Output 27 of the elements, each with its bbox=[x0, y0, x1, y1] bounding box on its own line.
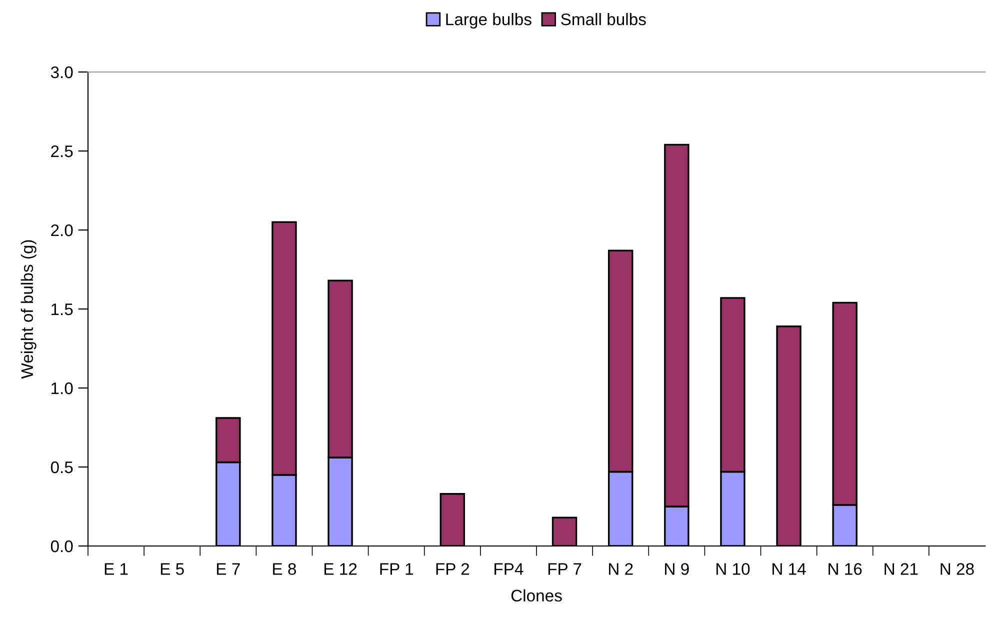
y-tick-label: 0.5 bbox=[50, 461, 73, 474]
legend-label: Small bulbs bbox=[561, 13, 646, 26]
x-tick-label: N 2 bbox=[608, 563, 633, 575]
legend-label: Large bulbs bbox=[446, 13, 532, 29]
y-tick-label: 3.0 bbox=[50, 66, 73, 78]
x-tick-label: N 10 bbox=[716, 563, 750, 575]
x-tick-label: N 21 bbox=[884, 563, 918, 575]
x-tick-label: N 14 bbox=[772, 563, 806, 575]
x-tick-label: FP 7 bbox=[548, 563, 582, 575]
x-tick-label: FP 1 bbox=[380, 563, 413, 575]
x-tick-label: E 7 bbox=[217, 563, 240, 575]
x-tick-label: E 5 bbox=[160, 563, 184, 575]
x-tick-label: FP 2 bbox=[436, 563, 470, 575]
x-tick-label: FP4 bbox=[494, 563, 524, 575]
y-axis-title: Weight of bulbs (g) bbox=[20, 240, 36, 379]
x-tick-label: N 28 bbox=[940, 563, 974, 575]
x-tick-label: E 8 bbox=[273, 563, 296, 575]
x-tick-label: N 9 bbox=[665, 563, 689, 575]
y-tick-label: 1.0 bbox=[52, 382, 73, 394]
x-axis-title: Clones bbox=[511, 589, 562, 602]
y-tick-label: 1.5 bbox=[52, 304, 73, 316]
x-tick-label: E 1 bbox=[104, 563, 128, 575]
y-tick-label: 2.0 bbox=[51, 224, 73, 236]
x-tick-label: N 16 bbox=[828, 563, 862, 575]
y-tick-label: 0.0 bbox=[50, 540, 73, 552]
y-tick-label: 2.5 bbox=[51, 145, 73, 158]
x-tick-label: E 12 bbox=[324, 563, 357, 575]
